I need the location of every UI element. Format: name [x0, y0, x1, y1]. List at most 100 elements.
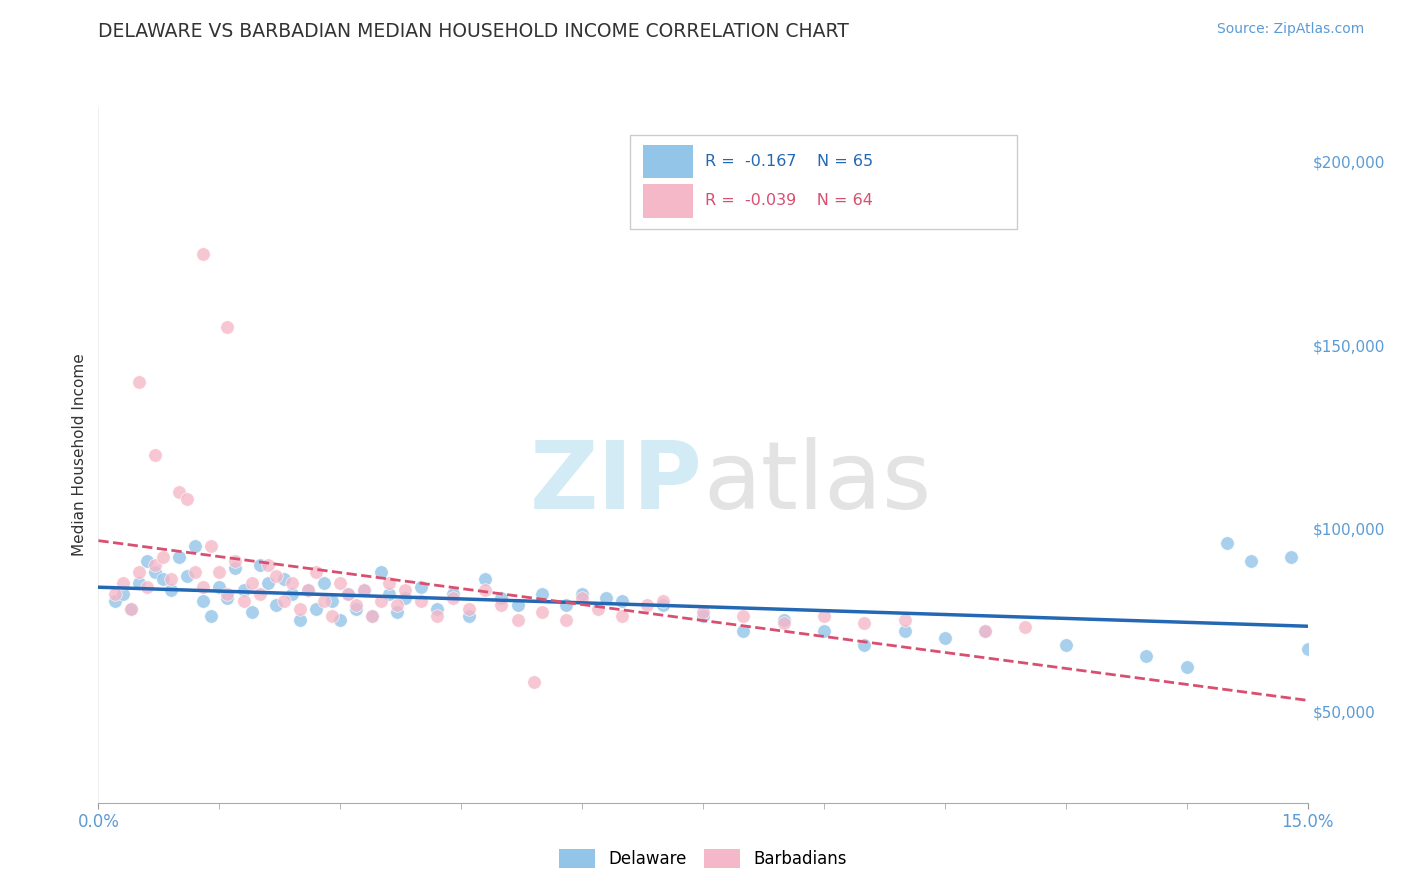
Point: [297, 583, 319, 598]
Point: [249, 587, 271, 601]
Point: [297, 583, 319, 598]
Point: [152, 550, 174, 565]
Point: [120, 601, 142, 615]
Point: [128, 375, 150, 389]
Point: [184, 540, 207, 554]
Point: [143, 565, 166, 579]
Legend: Delaware, Barbadians: Delaware, Barbadians: [553, 842, 853, 875]
Point: [974, 624, 997, 638]
Point: [394, 583, 416, 598]
Point: [200, 609, 222, 624]
Point: [733, 609, 755, 624]
Point: [224, 554, 246, 568]
Point: [772, 613, 794, 627]
Point: [893, 613, 915, 627]
FancyBboxPatch shape: [630, 135, 1018, 229]
Point: [636, 598, 658, 612]
Point: [586, 601, 609, 615]
Point: [530, 606, 553, 620]
Point: [813, 624, 835, 638]
Point: [474, 583, 496, 598]
Point: [458, 609, 481, 624]
Text: atlas: atlas: [703, 437, 931, 529]
Point: [135, 580, 157, 594]
Point: [314, 594, 336, 608]
Point: [249, 558, 271, 572]
Point: [103, 594, 125, 608]
Point: [1175, 660, 1198, 674]
Point: [217, 587, 239, 601]
FancyBboxPatch shape: [643, 185, 693, 218]
Point: [385, 598, 408, 612]
Point: [409, 580, 432, 594]
Point: [184, 565, 207, 579]
Point: [103, 587, 125, 601]
Point: [458, 601, 481, 615]
Point: [240, 606, 263, 620]
Point: [361, 609, 384, 624]
Y-axis label: Median Household Income: Median Household Income: [72, 353, 87, 557]
Point: [385, 606, 408, 620]
Point: [506, 598, 529, 612]
Point: [974, 624, 997, 638]
Point: [772, 616, 794, 631]
Point: [409, 594, 432, 608]
Point: [344, 601, 367, 615]
Point: [337, 587, 360, 601]
Point: [733, 624, 755, 638]
Point: [353, 583, 375, 598]
Point: [305, 601, 328, 615]
Point: [595, 591, 617, 605]
Point: [555, 613, 578, 627]
Point: [167, 550, 190, 565]
Point: [651, 598, 673, 612]
Point: [273, 594, 295, 608]
Point: [288, 601, 311, 615]
Point: [264, 598, 287, 612]
Point: [208, 580, 231, 594]
Text: R =  -0.167    N = 65: R = -0.167 N = 65: [706, 153, 873, 169]
Point: [128, 565, 150, 579]
Point: [128, 576, 150, 591]
Point: [176, 491, 198, 506]
Point: [491, 591, 513, 605]
Point: [200, 540, 222, 554]
Text: DELAWARE VS BARBADIAN MEDIAN HOUSEHOLD INCOME CORRELATION CHART: DELAWARE VS BARBADIAN MEDIAN HOUSEHOLD I…: [98, 22, 849, 41]
Point: [1296, 642, 1319, 657]
Point: [612, 609, 634, 624]
Point: [337, 587, 360, 601]
Point: [176, 568, 198, 582]
Point: [321, 594, 343, 608]
Point: [120, 601, 142, 615]
Text: R =  -0.039    N = 64: R = -0.039 N = 64: [706, 194, 873, 209]
Point: [893, 624, 915, 638]
Point: [224, 561, 246, 575]
Point: [321, 609, 343, 624]
Point: [135, 554, 157, 568]
Point: [208, 565, 231, 579]
Point: [256, 558, 278, 572]
Point: [217, 591, 239, 605]
Point: [305, 565, 328, 579]
Text: ZIP: ZIP: [530, 437, 703, 529]
Point: [160, 573, 183, 587]
Text: Source: ZipAtlas.com: Source: ZipAtlas.com: [1216, 22, 1364, 37]
Point: [1054, 638, 1077, 652]
Point: [353, 583, 375, 598]
Point: [1216, 536, 1239, 550]
Point: [555, 598, 578, 612]
FancyBboxPatch shape: [643, 145, 693, 178]
Point: [813, 609, 835, 624]
Point: [361, 609, 384, 624]
Point: [441, 587, 464, 601]
Point: [152, 573, 174, 587]
Point: [167, 484, 190, 499]
Point: [426, 601, 449, 615]
Point: [1281, 550, 1303, 565]
Point: [288, 613, 311, 627]
Point: [217, 319, 239, 334]
Point: [651, 594, 673, 608]
Point: [143, 448, 166, 462]
Point: [692, 606, 714, 620]
Point: [143, 558, 166, 572]
